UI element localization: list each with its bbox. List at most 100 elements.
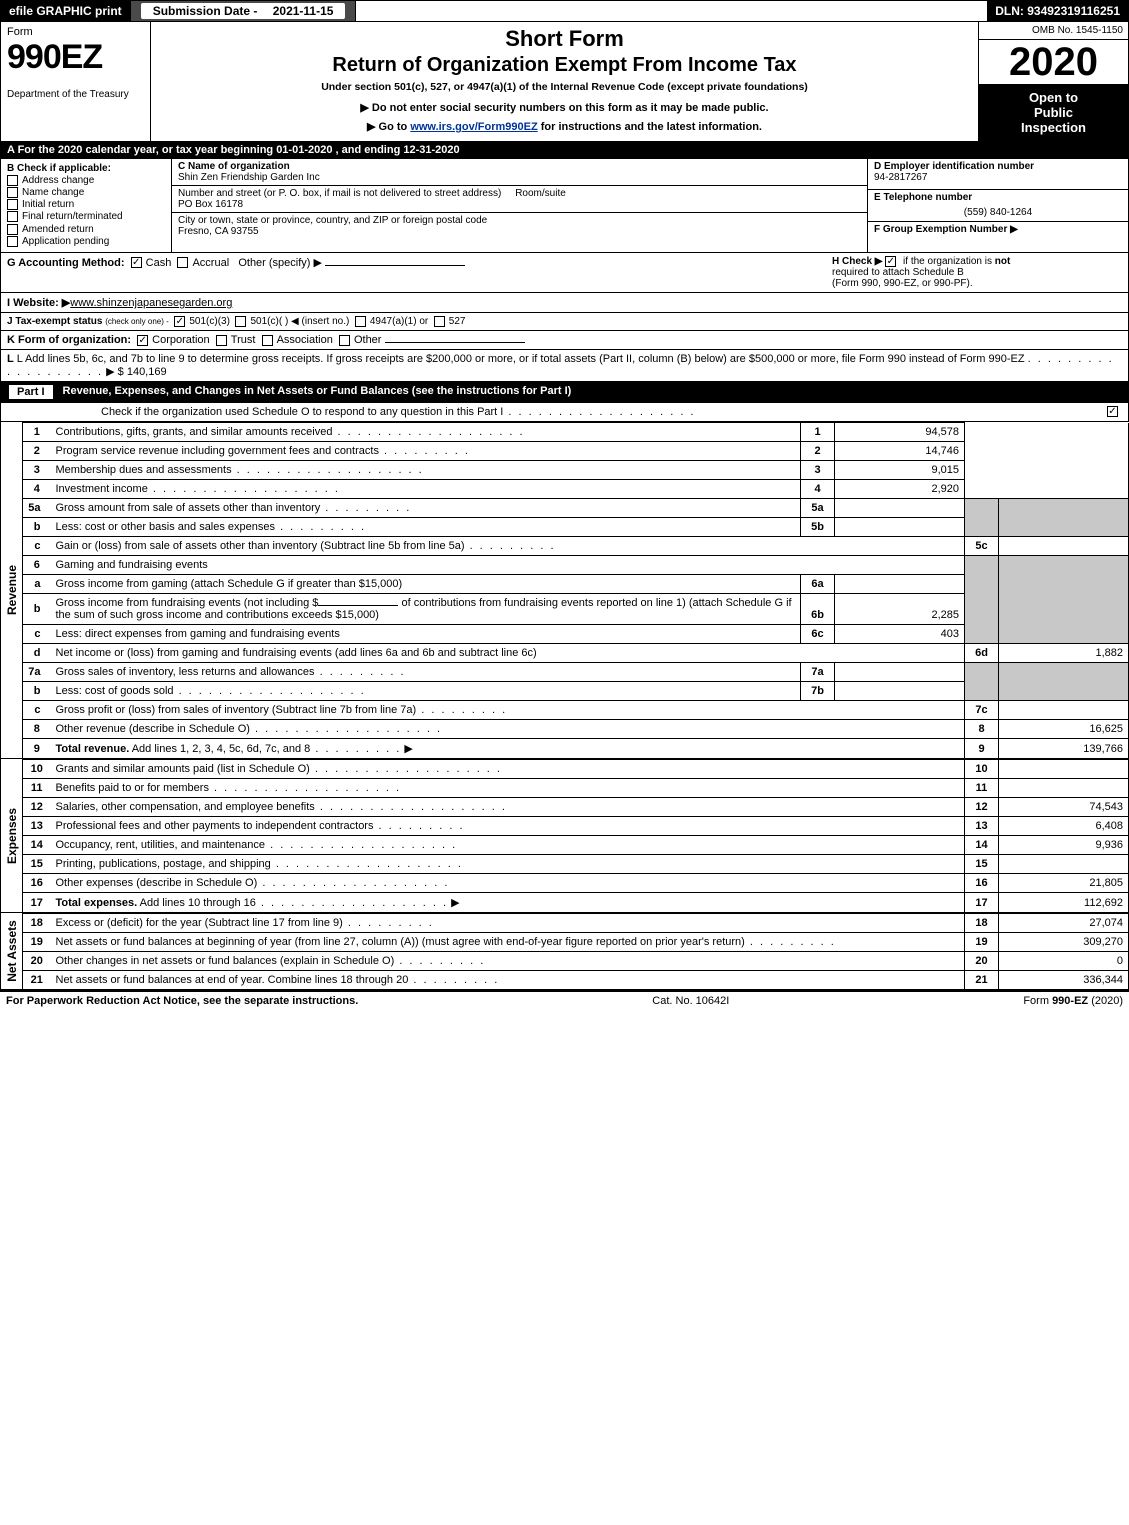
line-5a: 5aGross amount from sale of assets other… <box>23 499 1129 518</box>
short-form-title: Short Form <box>159 26 970 52</box>
revenue-table: 1Contributions, gifts, grants, and simil… <box>22 422 1129 759</box>
line-21: 21Net assets or fund balances at end of … <box>23 971 1129 990</box>
submission-date: Submission Date - 2021-11-15 <box>131 1 357 21</box>
section-b: B Check if applicable: Address change Na… <box>1 159 171 252</box>
open-public: Open to Public Inspection <box>979 84 1128 141</box>
header-bar: efile GRAPHIC print Submission Date - 20… <box>0 0 1129 22</box>
org-info-box: B Check if applicable: Address change Na… <box>0 159 1129 253</box>
form-title-area: Short Form Return of Organization Exempt… <box>151 22 978 141</box>
b-pending: Application pending <box>7 236 165 247</box>
line-6d: dNet income or (loss) from gaming and fu… <box>23 644 1129 663</box>
footer-left: For Paperwork Reduction Act Notice, see … <box>6 995 358 1007</box>
b-header: B Check if applicable: <box>7 163 165 174</box>
expenses-block: Expenses 10Grants and similar amounts pa… <box>0 759 1129 913</box>
netassets-vlabel: Net Assets <box>0 913 22 990</box>
section-j: J Tax-exempt status (check only one) - 5… <box>0 313 1129 331</box>
submission-date-inner: Submission Date - 2021-11-15 <box>141 3 346 19</box>
efile-label: efile GRAPHIC print <box>1 1 131 21</box>
line-16: 16Other expenses (describe in Schedule O… <box>23 874 1129 893</box>
c-name-row: C Name of organization Shin Zen Friendsh… <box>172 159 867 186</box>
form-meta: OMB No. 1545-1150 2020 Open to Public In… <box>978 22 1128 141</box>
e-phone: E Telephone number (559) 840-1264 <box>868 190 1128 221</box>
g-accrual-check <box>177 257 188 268</box>
tax-year: 2020 <box>979 40 1128 84</box>
return-title: Return of Organization Exempt From Incom… <box>159 54 970 77</box>
line-18: 18Excess or (deficit) for the year (Subt… <box>23 914 1129 933</box>
goto-line: ▶ Go to www.irs.gov/Form990EZ for instru… <box>159 120 970 133</box>
dept-label: Department of the Treasury <box>7 89 144 100</box>
line-3: 3Membership dues and assessments39,015 <box>23 461 1129 480</box>
line-15: 15Printing, publications, postage, and s… <box>23 855 1129 874</box>
l-amount: ▶ $ 140,169 <box>106 366 166 378</box>
section-c: C Name of organization Shin Zen Friendsh… <box>171 159 868 252</box>
line-5c: cGain or (loss) from sale of assets othe… <box>23 537 1129 556</box>
line-5b: bLess: cost or other basis and sales exp… <box>23 518 1129 537</box>
k-corp-check <box>137 335 148 346</box>
omb-number: OMB No. 1545-1150 <box>979 22 1128 40</box>
form-number: 990EZ <box>7 38 144 77</box>
ein-value: 94-2817267 <box>874 172 927 183</box>
line-7b: bLess: cost of goods sold7b <box>23 682 1129 701</box>
line-2: 2Program service revenue including gover… <box>23 442 1129 461</box>
org-name: Shin Zen Friendship Garden Inc <box>178 172 320 183</box>
line-10: 10Grants and similar amounts paid (list … <box>23 760 1129 779</box>
section-g: G Accounting Method: Cash Accrual Other … <box>7 256 832 289</box>
expenses-table: 10Grants and similar amounts paid (list … <box>22 759 1129 913</box>
b-address-change: Address change <box>7 175 165 186</box>
irs-link[interactable]: www.irs.gov/Form990EZ <box>410 121 537 133</box>
line-17: 17Total expenses. Add lines 10 through 1… <box>23 893 1129 913</box>
line-a: A For the 2020 calendar year, or tax yea… <box>0 142 1129 159</box>
c-addr-row: Number and street (or P. O. box, if mail… <box>172 186 867 213</box>
line-6a: aGross income from gaming (attach Schedu… <box>23 575 1129 594</box>
line-8: 8Other revenue (describe in Schedule O)8… <box>23 720 1129 739</box>
h-check <box>885 256 896 267</box>
footer-catno: Cat. No. 10642I <box>652 995 729 1007</box>
line-6: 6Gaming and fundraising events <box>23 556 1129 575</box>
section-i: I Website: ▶www.shinzenjapanesegarden.or… <box>0 293 1129 313</box>
section-gh: G Accounting Method: Cash Accrual Other … <box>0 253 1129 293</box>
line-6c: cLess: direct expenses from gaming and f… <box>23 625 1129 644</box>
form-label: Form <box>7 26 144 38</box>
section-def: D Employer identification number 94-2817… <box>868 159 1128 252</box>
page-footer: For Paperwork Reduction Act Notice, see … <box>0 990 1129 1010</box>
part1-check: Check if the organization used Schedule … <box>0 403 1129 422</box>
f-group: F Group Exemption Number ▶ <box>868 222 1128 252</box>
c-city-row: City or town, state or province, country… <box>172 213 867 239</box>
section-h: H Check ▶ if the organization is not req… <box>832 256 1122 289</box>
line-12: 12Salaries, other compensation, and empl… <box>23 798 1129 817</box>
revenue-block: Revenue 1Contributions, gifts, grants, a… <box>0 422 1129 759</box>
line-1: 1Contributions, gifts, grants, and simil… <box>23 423 1129 442</box>
netassets-block: Net Assets 18Excess or (deficit) for the… <box>0 913 1129 990</box>
website-value: www.shinzenjapanesegarden.org <box>70 297 232 309</box>
g-cash-check <box>131 257 142 268</box>
org-street: PO Box 16178 <box>178 199 243 210</box>
d-ein: D Employer identification number 94-2817… <box>868 159 1128 190</box>
part1-schedule-o-check <box>1107 406 1118 417</box>
form-header: Form 990EZ Department of the Treasury Sh… <box>0 22 1129 142</box>
line-7c: cGross profit or (loss) from sales of in… <box>23 701 1129 720</box>
b-final-return: Final return/terminated <box>7 211 165 222</box>
line-7a: 7aGross sales of inventory, less returns… <box>23 663 1129 682</box>
b-amended: Amended return <box>7 224 165 235</box>
line-14: 14Occupancy, rent, utilities, and mainte… <box>23 836 1129 855</box>
part1-header: Part I Revenue, Expenses, and Changes in… <box>0 382 1129 403</box>
line-19: 19Net assets or fund balances at beginni… <box>23 933 1129 952</box>
org-city: Fresno, CA 93755 <box>178 226 259 237</box>
section-k: K Form of organization: Corporation Trus… <box>0 331 1129 350</box>
line-13: 13Professional fees and other payments t… <box>23 817 1129 836</box>
netassets-table: 18Excess or (deficit) for the year (Subt… <box>22 913 1129 990</box>
line-20: 20Other changes in net assets or fund ba… <box>23 952 1129 971</box>
part1-label: Part I <box>9 385 53 399</box>
footer-right: Form 990-EZ (2020) <box>1023 995 1123 1007</box>
line-11: 11Benefits paid to or for members11 <box>23 779 1129 798</box>
form-id: Form 990EZ Department of the Treasury <box>1 22 151 141</box>
phone-value: (559) 840-1264 <box>874 203 1122 218</box>
section-l: L L Add lines 5b, 6c, and 7b to line 9 t… <box>0 350 1129 382</box>
j-501c3-check <box>174 316 185 327</box>
revenue-vlabel: Revenue <box>0 422 22 759</box>
dln: DLN: 93492319116251 <box>987 1 1128 21</box>
ssn-warning: ▶ Do not enter social security numbers o… <box>159 101 970 114</box>
line-9: 9Total revenue. Add lines 1, 2, 3, 4, 5c… <box>23 739 1129 759</box>
line-6b: bGross income from fundraising events (n… <box>23 594 1129 625</box>
b-name-change: Name change <box>7 187 165 198</box>
